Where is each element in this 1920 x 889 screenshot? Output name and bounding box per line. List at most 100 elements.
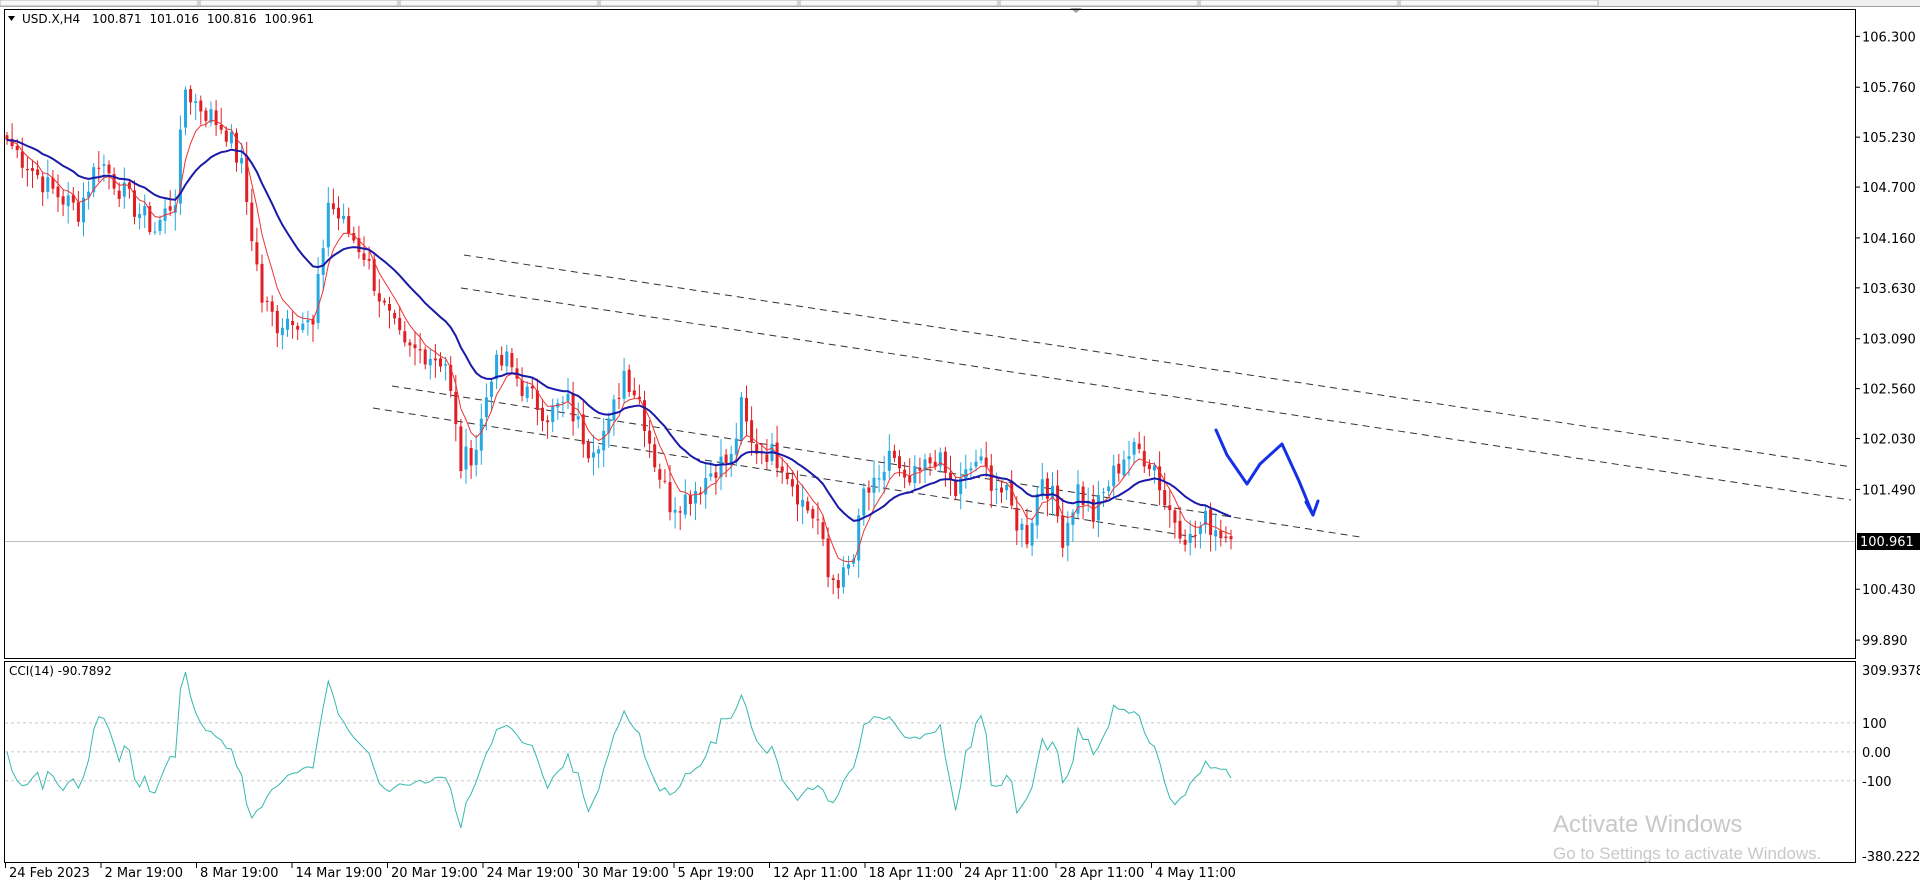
cci-indicator-pane[interactable]	[4, 661, 1856, 863]
time-axis[interactable]: 24 Feb 2023 2 Mar 19:00 8 Mar 19:00 14 Mar …	[5, 863, 1236, 881]
candle	[816, 502, 820, 535]
candle	[602, 418, 606, 468]
candle	[133, 180, 136, 225]
price-axis-label: 104.160	[1862, 232, 1916, 247]
candle	[398, 306, 402, 335]
candle	[449, 356, 453, 398]
channel-trendline[interactable]	[372, 407, 1196, 538]
candle	[464, 428, 468, 484]
candle	[51, 170, 55, 194]
candle	[10, 123, 14, 150]
candle	[393, 309, 397, 325]
candle	[949, 455, 952, 496]
candle	[250, 188, 254, 251]
candle	[576, 402, 580, 429]
price-axis-label: 105.760	[1862, 81, 1916, 96]
candle	[989, 453, 993, 508]
candle	[780, 457, 784, 484]
candle	[1102, 487, 1105, 507]
candle	[377, 279, 381, 318]
candle	[403, 321, 407, 347]
candle	[46, 159, 50, 199]
candle	[1153, 462, 1156, 484]
window-tab[interactable]	[1199, 0, 1399, 7]
candle	[337, 196, 340, 231]
candle	[1183, 529, 1187, 552]
candle	[459, 418, 463, 479]
candle	[291, 311, 295, 339]
candle	[1188, 520, 1192, 556]
channel-trendline[interactable]	[463, 254, 1853, 468]
scroll-marker-icon[interactable]	[1070, 8, 1082, 13]
time-axis-label: 12 Apr 11:00	[773, 866, 858, 881]
candle	[964, 454, 968, 489]
candle	[673, 497, 677, 529]
candle	[1214, 513, 1218, 551]
forecast-arrow-path[interactable]	[1214, 428, 1315, 517]
candle	[745, 385, 748, 436]
candle	[382, 297, 386, 306]
time-axis-label: 28 Apr 11:00	[1060, 866, 1145, 881]
candle	[1163, 472, 1167, 510]
candle	[1071, 509, 1075, 542]
candle	[1096, 481, 1100, 538]
candle	[479, 403, 483, 465]
dropdown-triangle-icon[interactable]	[8, 16, 15, 21]
window-tab[interactable]	[799, 0, 999, 7]
candle	[1081, 481, 1085, 520]
candle	[1132, 438, 1136, 465]
candle	[1020, 518, 1024, 548]
candle	[653, 437, 657, 473]
window-tab[interactable]	[199, 0, 399, 7]
price-axis[interactable]: 106.300 105.760 105.230 104.700 104.160 103.6…	[1855, 30, 1916, 649]
candle	[612, 394, 616, 436]
candle	[928, 453, 932, 476]
candle	[821, 514, 825, 547]
candle	[474, 434, 478, 477]
window-tab[interactable]	[399, 0, 599, 7]
candle	[117, 182, 121, 207]
candle	[1122, 450, 1126, 479]
price-axis-label: 104.700	[1862, 181, 1916, 196]
candle	[678, 506, 682, 531]
candle	[668, 465, 672, 521]
candle	[648, 420, 652, 458]
window-tab[interactable]	[1399, 0, 1599, 7]
candle	[739, 391, 743, 445]
candle	[71, 186, 75, 211]
window-tab[interactable]	[599, 0, 799, 7]
candle	[87, 180, 91, 210]
candle	[112, 167, 116, 196]
candle	[811, 505, 815, 529]
window-tab[interactable]	[999, 0, 1199, 7]
candle	[581, 400, 585, 458]
candle	[500, 346, 504, 371]
time-axis-label: 8 Mar 19:00	[200, 866, 279, 881]
candle	[240, 142, 244, 174]
candle	[882, 455, 886, 494]
main-price-pane[interactable]	[4, 9, 1856, 659]
time-axis-label: 24 Mar 19:00	[487, 866, 574, 881]
candle	[143, 194, 147, 229]
candle	[347, 207, 351, 238]
candle	[632, 377, 636, 399]
time-axis-label: 14 Mar 19:00	[296, 866, 383, 881]
candle	[1030, 517, 1034, 557]
channel-trendline[interactable]	[460, 287, 1852, 501]
candle	[418, 332, 422, 364]
current-price-value: 100.961	[1860, 535, 1914, 550]
candle	[1000, 481, 1003, 503]
cci-line	[6, 671, 1232, 828]
candle	[688, 490, 692, 516]
watermark-subtitle: Go to Settings to activate Windows.	[1553, 844, 1821, 863]
candle	[444, 356, 448, 381]
channel-trendline[interactable]	[391, 385, 1361, 538]
channel-lines	[372, 254, 1853, 538]
candle	[729, 445, 733, 477]
candle	[1066, 511, 1070, 562]
window-tab[interactable]	[0, 0, 199, 7]
cci-axis[interactable]: 309.9378 100 0.00 -100 -380.2227	[1862, 664, 1920, 865]
cci-axis-label: 309.9378	[1862, 664, 1920, 679]
candle	[331, 188, 335, 215]
